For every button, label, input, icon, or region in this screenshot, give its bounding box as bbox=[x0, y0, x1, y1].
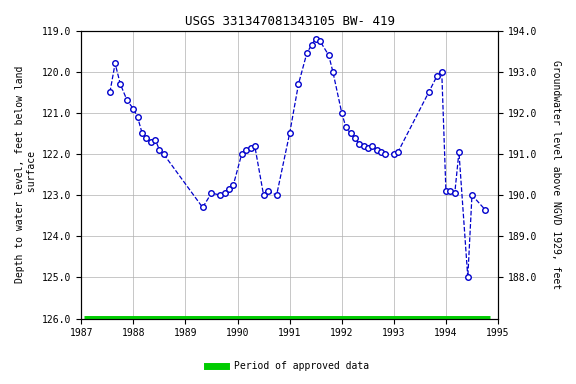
Title: USGS 331347081343105 BW- 419: USGS 331347081343105 BW- 419 bbox=[185, 15, 395, 28]
Y-axis label: Groundwater level above NGVD 1929, feet: Groundwater level above NGVD 1929, feet bbox=[551, 60, 561, 289]
Legend: Period of approved data: Period of approved data bbox=[203, 358, 373, 375]
Y-axis label: Depth to water level, feet below land
 surface: Depth to water level, feet below land su… bbox=[15, 66, 37, 283]
